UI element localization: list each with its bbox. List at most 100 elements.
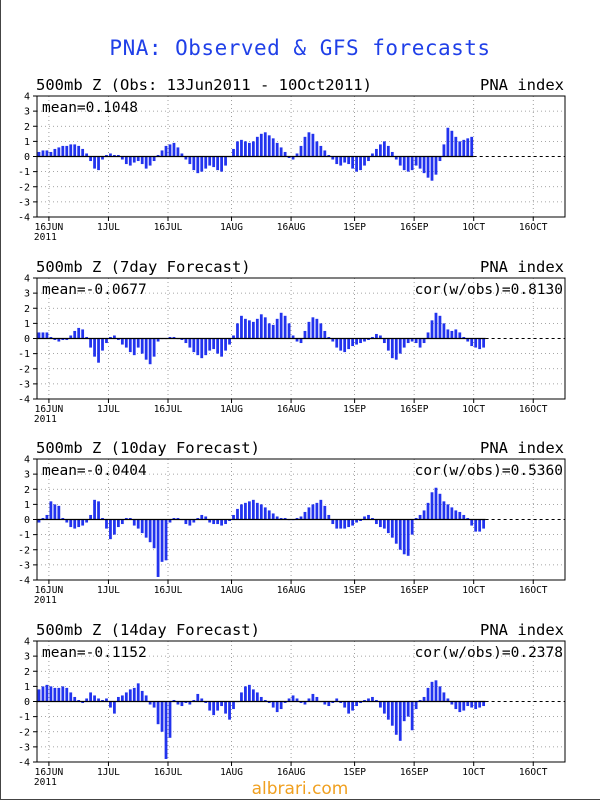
bar [402,701,406,722]
bar [363,699,366,702]
bar [450,507,454,520]
x-tick-label: 1JUL [97,222,120,233]
bar [307,321,311,339]
bar [132,156,136,163]
bar [81,519,85,526]
y-tick-label: 1 [24,500,30,511]
bar [466,138,470,157]
bar [355,338,358,345]
bar [466,338,470,342]
bar [152,519,156,549]
x-tick-label: 16JUL [154,585,183,596]
bar [414,338,418,344]
y-tick-label: 0 [24,697,30,708]
bar [275,516,279,520]
correlation-label: cor(w/obs)=0.5360 [415,463,563,479]
bar [406,156,410,172]
bar [132,519,136,526]
bar [470,519,474,526]
bar [128,156,132,166]
bar [295,338,299,342]
bar [148,338,152,365]
bar [255,136,259,157]
bar [124,517,128,520]
bar [69,692,73,702]
bar [406,701,410,717]
bar [426,332,430,339]
bar [430,156,434,181]
bar [259,696,263,702]
bar [462,336,466,339]
x-tick-label: 1SEP [343,585,366,596]
bar [168,701,172,738]
y-tick-label: -2 [18,727,30,738]
bar [307,698,311,702]
bar [200,698,204,702]
bar [402,338,406,348]
bar [267,135,271,157]
bar [275,142,279,157]
bar [200,514,204,520]
bar [355,519,358,523]
bar [85,519,89,523]
bar [136,156,140,162]
x-tick-label: 16AUG [277,585,306,596]
bar [136,683,140,702]
bar [65,519,69,523]
bar [347,156,351,165]
panel-index-label: PNA index [480,621,564,639]
bar [291,695,295,702]
x-tick-year: 2011 [34,414,57,425]
bar [303,136,307,157]
bar [331,156,335,160]
x-tick-label: 1JUL [97,404,120,415]
bar [319,145,323,157]
bar [327,336,331,339]
bar [57,338,61,342]
bar [160,150,164,157]
bar [343,519,347,529]
x-tick-label: 16AUG [277,767,306,778]
bar [156,519,160,577]
bar [339,338,343,351]
bar [89,156,92,162]
mean-label: mean=0.1048 [42,100,138,116]
bar [343,156,347,163]
y-tick-label: 3 [24,107,30,118]
bar [426,687,430,702]
bar [307,132,311,157]
bar [259,314,263,339]
bar [478,701,482,708]
bar [212,701,216,716]
bar [386,338,390,351]
y-tick-label: -2 [18,364,30,375]
bar [85,336,89,339]
bar [105,154,108,157]
bar [53,338,57,341]
bar [466,517,470,520]
bar [371,517,374,520]
bar [152,156,156,162]
bar [101,517,104,520]
bar [77,519,81,528]
bar [371,336,374,339]
bar [382,701,386,714]
y-tick-label: 2 [24,667,30,678]
y-tick-label: 3 [24,652,30,663]
bar [283,701,287,704]
bar [168,336,172,339]
bar [41,517,45,520]
bar [279,517,283,520]
bar [77,145,81,157]
bar [45,684,49,702]
bar [251,499,255,520]
bar [474,338,478,348]
bar [89,692,92,702]
bar [216,156,220,171]
y-tick-label: 0 [24,334,30,345]
panel-index-label: PNA index [480,76,564,94]
x-tick-label: 16OCT [519,222,548,233]
bar [414,517,418,520]
bar [144,156,148,169]
bar [128,517,132,520]
